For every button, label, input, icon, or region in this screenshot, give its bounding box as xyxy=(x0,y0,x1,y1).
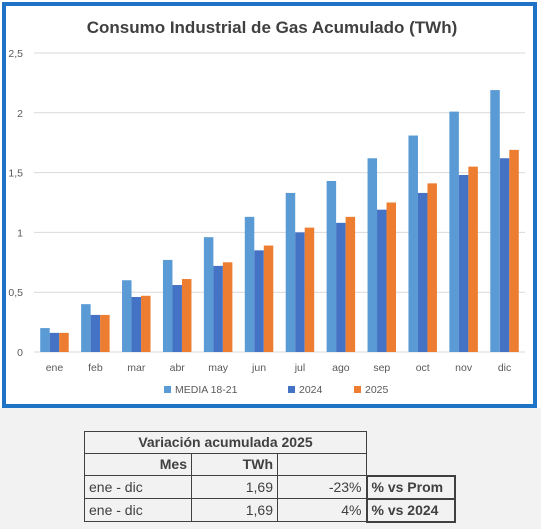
x-tick-label: dic xyxy=(498,362,511,374)
legend-label: 2025 xyxy=(365,384,389,396)
bar-2025-ago xyxy=(345,216,356,352)
bar-media-18-21-feb xyxy=(81,304,91,352)
bar-media-18-21-sep xyxy=(367,158,378,352)
chart-frame: Consumo Industrial de Gas Acumulado (TWh… xyxy=(2,2,537,408)
bar-2024-dic xyxy=(499,158,510,352)
bar-2024-sep xyxy=(377,209,387,352)
bar-2025-jul xyxy=(304,227,315,352)
x-tick-label: ene xyxy=(46,362,64,374)
bar-media-18-21-ene xyxy=(40,328,50,352)
legend-swatch xyxy=(354,386,361,393)
bar-media-18-21-nov xyxy=(449,111,459,352)
y-tick-label: 1,5 xyxy=(8,168,23,180)
bar-2025-abr xyxy=(181,279,192,352)
y-tick-label: 0,5 xyxy=(8,287,23,299)
bar-2024-mar xyxy=(131,296,142,352)
bar-2025-mar xyxy=(141,295,151,352)
row-2-label: % vs 2024 xyxy=(365,497,456,523)
header-mes: Mes xyxy=(84,453,192,476)
x-tick-label: jun xyxy=(251,362,266,374)
header-twh: TWh xyxy=(191,453,278,476)
y-tick-label: 0 xyxy=(17,347,23,359)
bar-media-18-21-may xyxy=(203,237,214,352)
row-1-label: % vs Prom xyxy=(365,474,456,500)
bar-2025-feb xyxy=(100,314,110,352)
bar-2024-may xyxy=(213,265,223,352)
bar-2024-abr xyxy=(172,285,182,352)
bar-media-18-21-abr xyxy=(162,259,173,352)
bar-2024-feb xyxy=(90,314,101,352)
legend-label: 2024 xyxy=(299,384,323,396)
bar-2024-jun xyxy=(254,250,264,352)
chart-bars xyxy=(40,90,519,353)
x-tick-label: mar xyxy=(127,362,146,374)
x-tick-label: may xyxy=(208,362,229,374)
bar-media-18-21-jul xyxy=(285,192,296,352)
bar-media-18-21-ago xyxy=(326,180,337,352)
chart-title: Consumo Industrial de Gas Acumulado (TWh… xyxy=(87,18,458,37)
row-2-pct: 4% xyxy=(277,498,367,522)
row-1-twh: 1,69 xyxy=(191,475,278,499)
bar-2024-jul xyxy=(295,232,305,352)
table-title: Variación acumulada 2025 xyxy=(84,431,367,454)
x-tick-label: oct xyxy=(416,362,430,374)
x-axis: ene feb mar abr may jun jul ago sep oct nov dic xyxy=(46,362,512,374)
summary-table: Variación acumulada 2025 Mes TWh ene - d… xyxy=(84,431,456,523)
x-tick-label: jul xyxy=(294,362,306,374)
y-tick-label: 1 xyxy=(17,227,23,239)
legend-label: MEDIA 18-21 xyxy=(175,384,238,396)
bar-2025-nov xyxy=(468,166,478,352)
bar-2024-nov xyxy=(458,174,469,352)
legend-swatch xyxy=(288,386,295,393)
bar-2025-jun xyxy=(263,245,274,352)
bar-2025-dic xyxy=(509,149,519,352)
bar-media-18-21-jun xyxy=(244,216,255,352)
legend-swatch xyxy=(164,386,171,393)
x-tick-label: feb xyxy=(88,362,103,374)
x-tick-label: nov xyxy=(455,362,473,374)
bar-2024-oct xyxy=(417,192,428,352)
row-2-twh: 1,69 xyxy=(191,498,278,522)
row-2-mes: ene - dic xyxy=(84,498,192,522)
y-tick-label: 2 xyxy=(17,108,23,120)
bar-media-18-21-oct xyxy=(408,135,418,352)
bar-2025-sep xyxy=(386,202,397,352)
row-1-mes: ene - dic xyxy=(84,475,192,499)
bar-2024-ene xyxy=(49,332,60,352)
y-tick-label: 2,5 xyxy=(8,48,23,60)
bar-2025-oct xyxy=(427,183,437,352)
bar-media-18-21-mar xyxy=(122,280,132,352)
bar-2024-ago xyxy=(336,222,346,352)
bar-2025-may xyxy=(222,262,233,352)
x-tick-label: sep xyxy=(373,362,390,374)
y-axis: 0 0,5 1 1,5 2 2,5 xyxy=(8,48,23,359)
x-tick-label: ago xyxy=(332,362,350,374)
row-1-pct: -23% xyxy=(277,475,367,499)
chart-grid xyxy=(34,52,525,353)
bar-2025-ene xyxy=(59,332,69,352)
chart-svg: Consumo Industrial de Gas Acumulado (TWh… xyxy=(8,18,525,396)
chart-legend: MEDIA 18-21 2024 2025 xyxy=(164,384,389,396)
bar-media-18-21-dic xyxy=(490,90,500,353)
x-tick-label: abr xyxy=(170,362,186,374)
